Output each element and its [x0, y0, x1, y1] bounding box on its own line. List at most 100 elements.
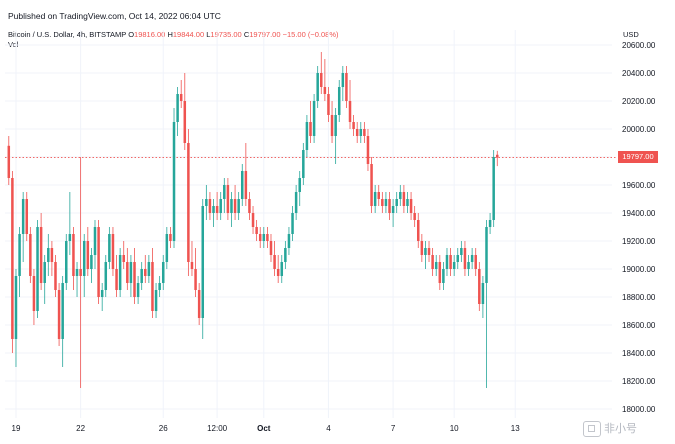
candle — [57, 283, 61, 346]
candle-body — [258, 234, 262, 241]
candle-body — [255, 227, 258, 234]
candle-body — [161, 262, 165, 283]
candle — [205, 185, 208, 220]
candle — [496, 150, 499, 167]
candle-body — [43, 262, 46, 283]
candle-body — [18, 234, 21, 276]
candle — [485, 220, 488, 388]
candle-body — [352, 122, 355, 129]
candle — [269, 234, 273, 262]
candle — [25, 192, 29, 241]
candle-body — [388, 199, 391, 213]
candle — [82, 234, 86, 297]
candle-body — [47, 248, 50, 262]
candle-body — [294, 192, 298, 213]
candle — [445, 248, 449, 276]
candle — [147, 255, 151, 283]
candle-body — [287, 234, 291, 248]
candle — [75, 262, 79, 297]
candle — [18, 227, 21, 297]
candle-body — [298, 178, 301, 192]
candle — [258, 227, 262, 248]
candle — [140, 262, 143, 290]
candle-body — [93, 227, 97, 255]
candle-body — [488, 220, 492, 227]
price-tick-label: 19400.00 — [622, 209, 656, 218]
candle — [363, 122, 366, 143]
candle-body — [86, 241, 90, 269]
candle-body — [14, 276, 18, 339]
high-value: 19844.00 — [172, 30, 205, 39]
candle-body — [248, 199, 251, 213]
candle — [197, 283, 201, 325]
candle — [29, 227, 32, 283]
candle-body — [478, 269, 481, 304]
candle — [86, 227, 90, 276]
candle-body — [424, 248, 427, 255]
candle-body — [420, 241, 424, 255]
grid-lines — [5, 30, 612, 418]
candle — [424, 241, 427, 269]
price-tick-label: 20200.00 — [622, 97, 656, 106]
candle — [176, 87, 179, 136]
candle — [248, 192, 251, 220]
candle-body — [305, 122, 309, 150]
candle — [11, 171, 14, 353]
candle — [262, 227, 266, 248]
candle-body — [205, 199, 208, 206]
candle-body — [427, 248, 431, 255]
candle-body — [65, 241, 68, 283]
candle-body — [39, 227, 43, 283]
candle — [93, 220, 97, 269]
candle-body — [241, 171, 244, 199]
candle — [144, 255, 147, 283]
candle-body — [29, 234, 32, 276]
candle-body — [284, 248, 287, 262]
candle — [395, 192, 398, 213]
candle — [90, 248, 93, 283]
candle — [377, 185, 380, 206]
candle — [330, 101, 334, 143]
candle-body — [201, 206, 205, 318]
candle-body — [456, 255, 460, 262]
candle-body — [449, 255, 452, 269]
candle-body — [434, 262, 438, 269]
candle — [431, 248, 434, 276]
price-axis-ticks: 20600.0020400.0020200.0020000.0019800.00… — [622, 41, 656, 414]
candle — [251, 206, 255, 234]
published-note: Published on TradingView.com, Oct 14, 20… — [8, 11, 221, 21]
candle — [359, 122, 363, 143]
candle-body — [21, 199, 25, 234]
candle-body — [266, 234, 269, 241]
candle — [169, 227, 172, 248]
candle — [442, 262, 445, 290]
candle-body — [190, 262, 194, 269]
candles — [7, 52, 499, 388]
price-tick-label: 18200.00 — [622, 377, 656, 386]
candle — [327, 87, 330, 122]
candle — [72, 227, 75, 290]
candle — [481, 276, 485, 318]
candle — [108, 227, 111, 269]
candle-body — [111, 234, 115, 269]
candle-body — [431, 255, 434, 269]
candle-body — [61, 283, 64, 339]
candle-body — [438, 262, 442, 283]
candle-body — [230, 199, 233, 213]
candle-body — [79, 269, 82, 276]
candle-body — [395, 199, 398, 206]
candle-body — [276, 269, 280, 276]
candle — [381, 192, 384, 213]
candle — [32, 269, 36, 325]
low-label: L — [206, 30, 211, 39]
candle — [298, 171, 301, 206]
candle — [305, 115, 309, 157]
candle — [388, 192, 391, 220]
candle — [133, 248, 136, 304]
candle — [420, 234, 424, 262]
candle-body — [496, 154, 499, 158]
time-tick-label: 19 — [12, 424, 21, 433]
candle-body — [126, 262, 129, 283]
candle — [348, 80, 352, 129]
